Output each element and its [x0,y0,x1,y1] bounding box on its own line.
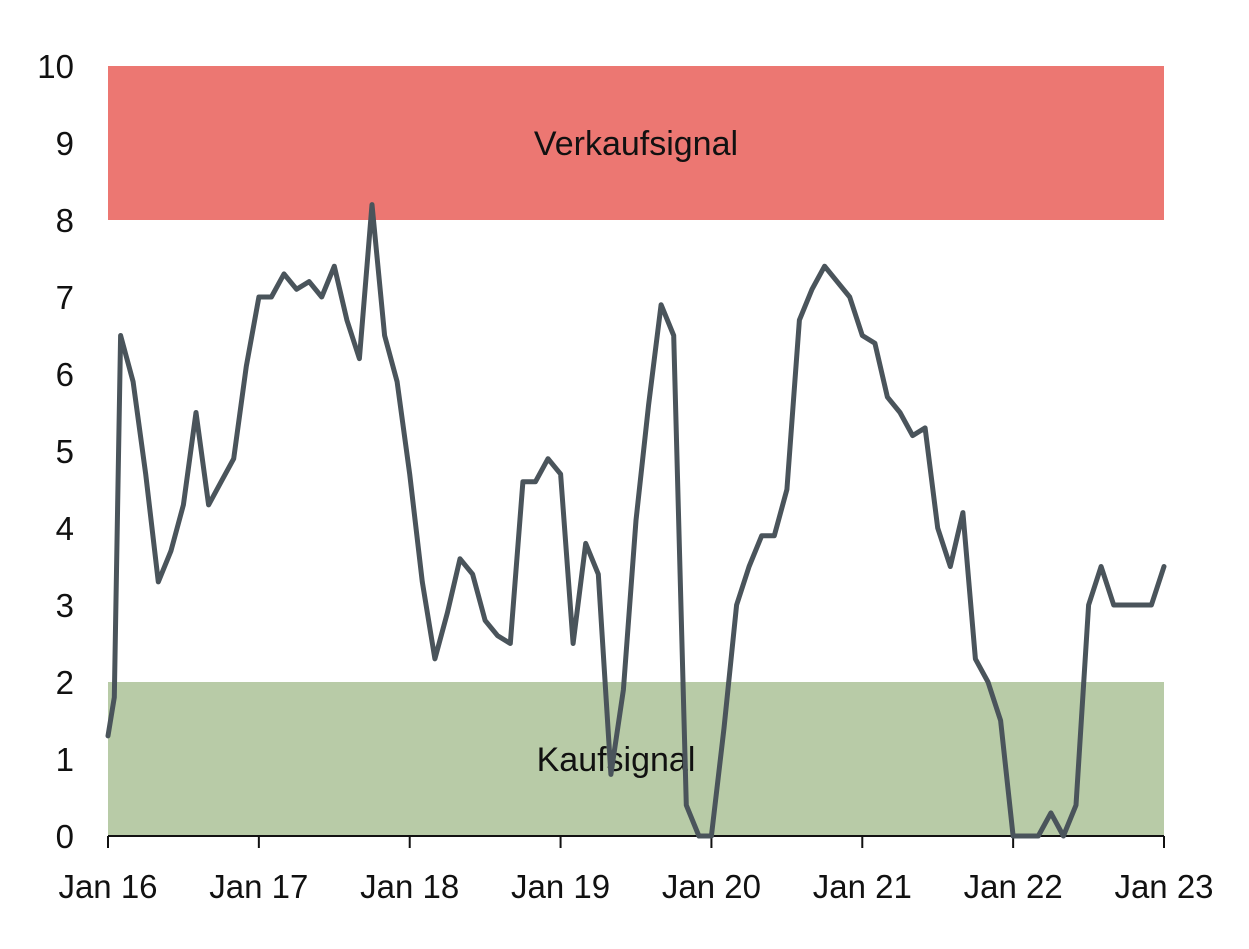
y-tick-label: 8 [56,202,74,239]
x-tick-label: Jan 21 [813,868,912,905]
series-line-0 [105,202,1167,839]
x-tick-label: Jan 19 [511,868,610,905]
x-tick-label: Jan 22 [964,868,1063,905]
y-tick-label: 9 [56,125,74,162]
x-tick-label: Jan 18 [360,868,459,905]
x-tick-label: Jan 20 [662,868,761,905]
y-tick-label: 5 [56,433,74,470]
series-layer [105,202,1167,839]
x-tick-label: Jan 16 [58,868,157,905]
y-tick-label: 1 [56,741,74,778]
y-tick-label: 0 [56,818,74,855]
y-tick-label: 4 [56,510,74,547]
y-tick-label: 10 [37,48,74,85]
y-tick-label: 2 [56,664,74,701]
x-tick-label: Jan 17 [209,868,308,905]
band-buy [108,682,1164,836]
y-tick-label: 3 [56,587,74,624]
y-tick-label: 7 [56,279,74,316]
band-label-sell: Verkaufsignal [534,125,738,163]
x-tick-label: Jan 23 [1114,868,1213,905]
y-tick-label: 6 [56,356,74,393]
band-sell [108,66,1164,220]
axes: 0 1 2 3 4 5 6 7 8 9 10 Jan 16 Jan 17 Jan 18 Jan 19 Jan … [37,48,1213,905]
